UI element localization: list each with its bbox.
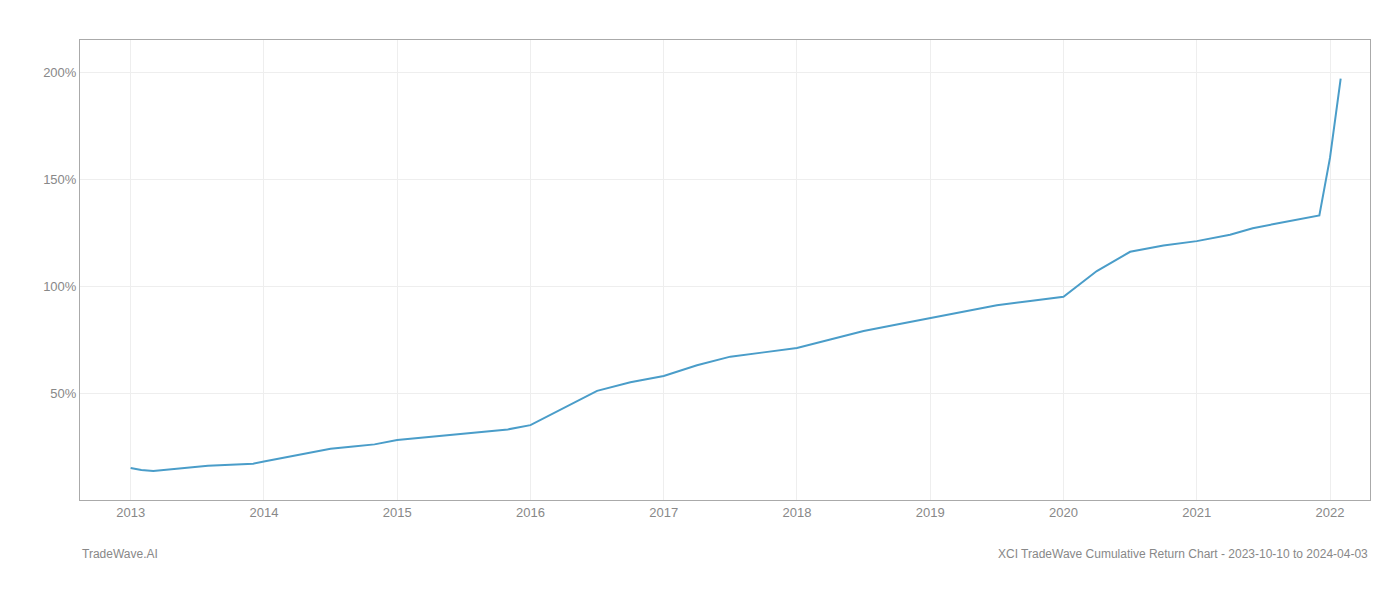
svg-text:2022: 2022 [1316, 505, 1345, 520]
svg-text:150%: 150% [43, 172, 77, 187]
svg-text:2014: 2014 [249, 505, 278, 520]
svg-text:TradeWave.AI: TradeWave.AI [82, 547, 158, 561]
svg-text:2016: 2016 [516, 505, 545, 520]
svg-text:2015: 2015 [383, 505, 412, 520]
svg-text:2020: 2020 [1049, 505, 1078, 520]
svg-text:2021: 2021 [1182, 505, 1211, 520]
svg-text:2013: 2013 [116, 505, 145, 520]
svg-text:XCI TradeWave Cumulative Retur: XCI TradeWave Cumulative Return Chart - … [998, 547, 1368, 561]
svg-text:2018: 2018 [782, 505, 811, 520]
svg-text:200%: 200% [43, 65, 77, 80]
svg-text:2019: 2019 [916, 505, 945, 520]
svg-text:50%: 50% [50, 386, 76, 401]
svg-text:2017: 2017 [649, 505, 678, 520]
svg-text:100%: 100% [43, 279, 77, 294]
